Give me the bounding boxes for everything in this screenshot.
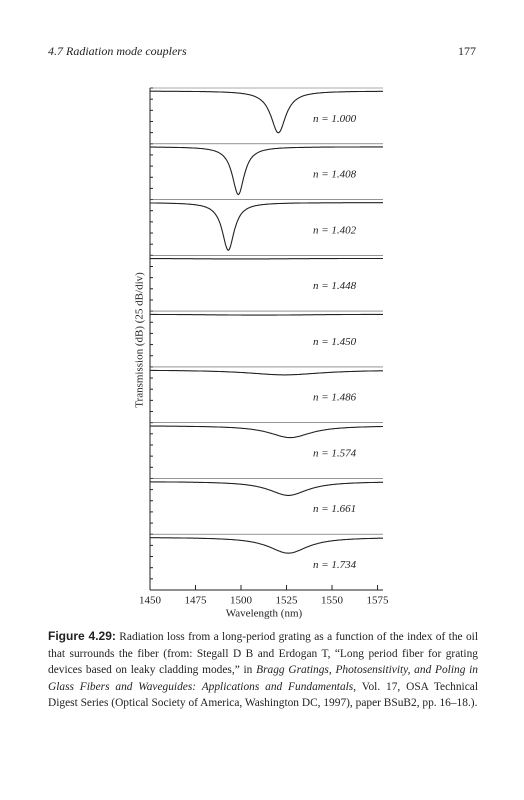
panel-label: n = 1.000	[313, 113, 357, 125]
y-axis-label: Transmission (dB) (25 dB/div)	[134, 272, 146, 408]
transmission-curve	[150, 537, 383, 554]
panel-label: n = 1.402	[313, 224, 357, 236]
transmission-curve	[150, 202, 383, 251]
page-number: 177	[458, 44, 476, 58]
transmission-curve	[150, 481, 383, 496]
x-tick-label: 1575	[367, 595, 390, 607]
transmission-curve	[150, 90, 383, 134]
caption-label: Figure 4.29:	[48, 629, 116, 643]
running-head: 4.7 Radiation mode couplers	[48, 44, 187, 58]
x-tick-label: 1550	[321, 595, 344, 607]
panel-label: n = 1.448	[313, 280, 357, 292]
caption-text: , Vol. 17, OSA Technical Digest Series (…	[48, 680, 478, 710]
transmission-curve	[150, 146, 383, 196]
x-axis-label: Wavelength (nm)	[226, 608, 303, 620]
panel-label: n = 1.486	[313, 392, 357, 404]
x-tick-label: 1450	[139, 595, 162, 607]
figure: Transmission (dB) (25 dB/div) Wavelength…	[134, 87, 390, 620]
panel-label: n = 1.408	[313, 169, 357, 181]
caption: Figure 4.29: Radiation loss from a long-…	[48, 628, 478, 712]
panel-label: n = 1.734	[313, 559, 357, 571]
caption-text: Radiation loss from a long-period gratin…	[48, 631, 478, 676]
x-tick-label: 1500	[230, 595, 253, 607]
x-tick-label: 1525	[276, 595, 299, 607]
transmission-curve	[150, 369, 383, 376]
x-tick-label: 1475	[185, 595, 208, 607]
transmission-curve	[149, 425, 383, 439]
panel-label: n = 1.574	[313, 447, 357, 459]
panel-label: n = 1.661	[313, 503, 356, 515]
transmission-curve	[150, 313, 383, 316]
caption-italic: Bragg Gratings, Photosensitivity, and Po…	[48, 664, 478, 693]
panel-label: n = 1.450	[313, 336, 357, 348]
